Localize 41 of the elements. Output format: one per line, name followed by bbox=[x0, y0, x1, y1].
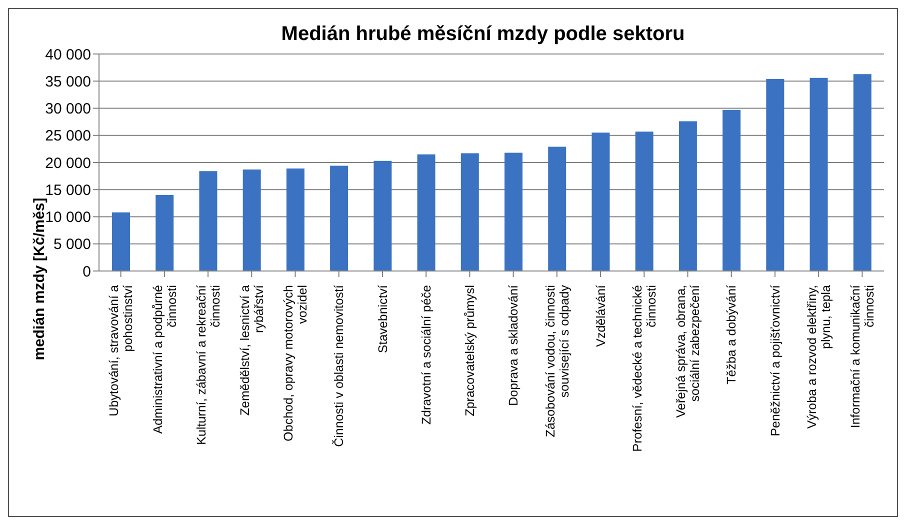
y-tick-label: 40 000 bbox=[45, 46, 91, 64]
y-tick-label: 0 bbox=[82, 263, 91, 280]
x-tick-label: Činnosti v oblasti nemovitostí bbox=[332, 284, 346, 447]
y-tick-label: 10 000 bbox=[45, 209, 91, 226]
x-tick-label: Profesní, vědecké a technické činnosti bbox=[630, 284, 659, 452]
bar bbox=[592, 132, 610, 271]
bar bbox=[286, 168, 304, 271]
y-tick-label: 25 000 bbox=[45, 128, 91, 145]
y-tick-label: 35 000 bbox=[45, 73, 91, 90]
x-tick-label: Peněžnictví a pojišťovnictví bbox=[768, 284, 782, 436]
bar bbox=[417, 154, 436, 271]
x-tick-label: Zdravotní a sociální péče bbox=[419, 284, 434, 425]
bar bbox=[810, 78, 828, 271]
x-tick-label: Zpracovatelský průmysl bbox=[463, 285, 478, 416]
bar bbox=[635, 132, 654, 271]
bar bbox=[374, 160, 392, 271]
bar bbox=[548, 146, 566, 271]
x-tick-label: Stavebnictví bbox=[376, 284, 390, 354]
bar bbox=[766, 78, 784, 271]
chart-title: Medián hrubé měsíční mzdy podle sektoru bbox=[280, 23, 686, 46]
y-axis-title: medián mzdy [Kč/měs] bbox=[31, 198, 48, 360]
y-tick-label: 20 000 bbox=[45, 154, 91, 172]
bar bbox=[722, 110, 741, 271]
bar bbox=[199, 171, 218, 271]
bar bbox=[853, 74, 872, 271]
y-tick-label: 5 000 bbox=[53, 236, 91, 254]
bar bbox=[504, 152, 522, 271]
bar bbox=[330, 166, 348, 271]
bar bbox=[112, 212, 130, 271]
x-tick-label: Doprava a skladování bbox=[506, 284, 521, 406]
bar bbox=[460, 153, 479, 271]
x-tick-label: Ubytování, stravování a pohostinství bbox=[107, 284, 136, 416]
bar bbox=[156, 195, 174, 271]
x-tick-label: Zásobování vodou, činnosti související s odpady bbox=[543, 284, 572, 438]
y-tick-label: 30 000 bbox=[45, 100, 91, 118]
x-tick-label: Těžba a dobývání bbox=[724, 284, 739, 384]
x-tick-label: Výroba a rozvod elektřiny, plynu, tepla bbox=[804, 284, 833, 429]
x-tick-label: Vzdělávání bbox=[594, 284, 608, 347]
y-tick-label: 15 000 bbox=[45, 182, 91, 199]
bar bbox=[678, 121, 697, 271]
bar bbox=[242, 170, 261, 271]
